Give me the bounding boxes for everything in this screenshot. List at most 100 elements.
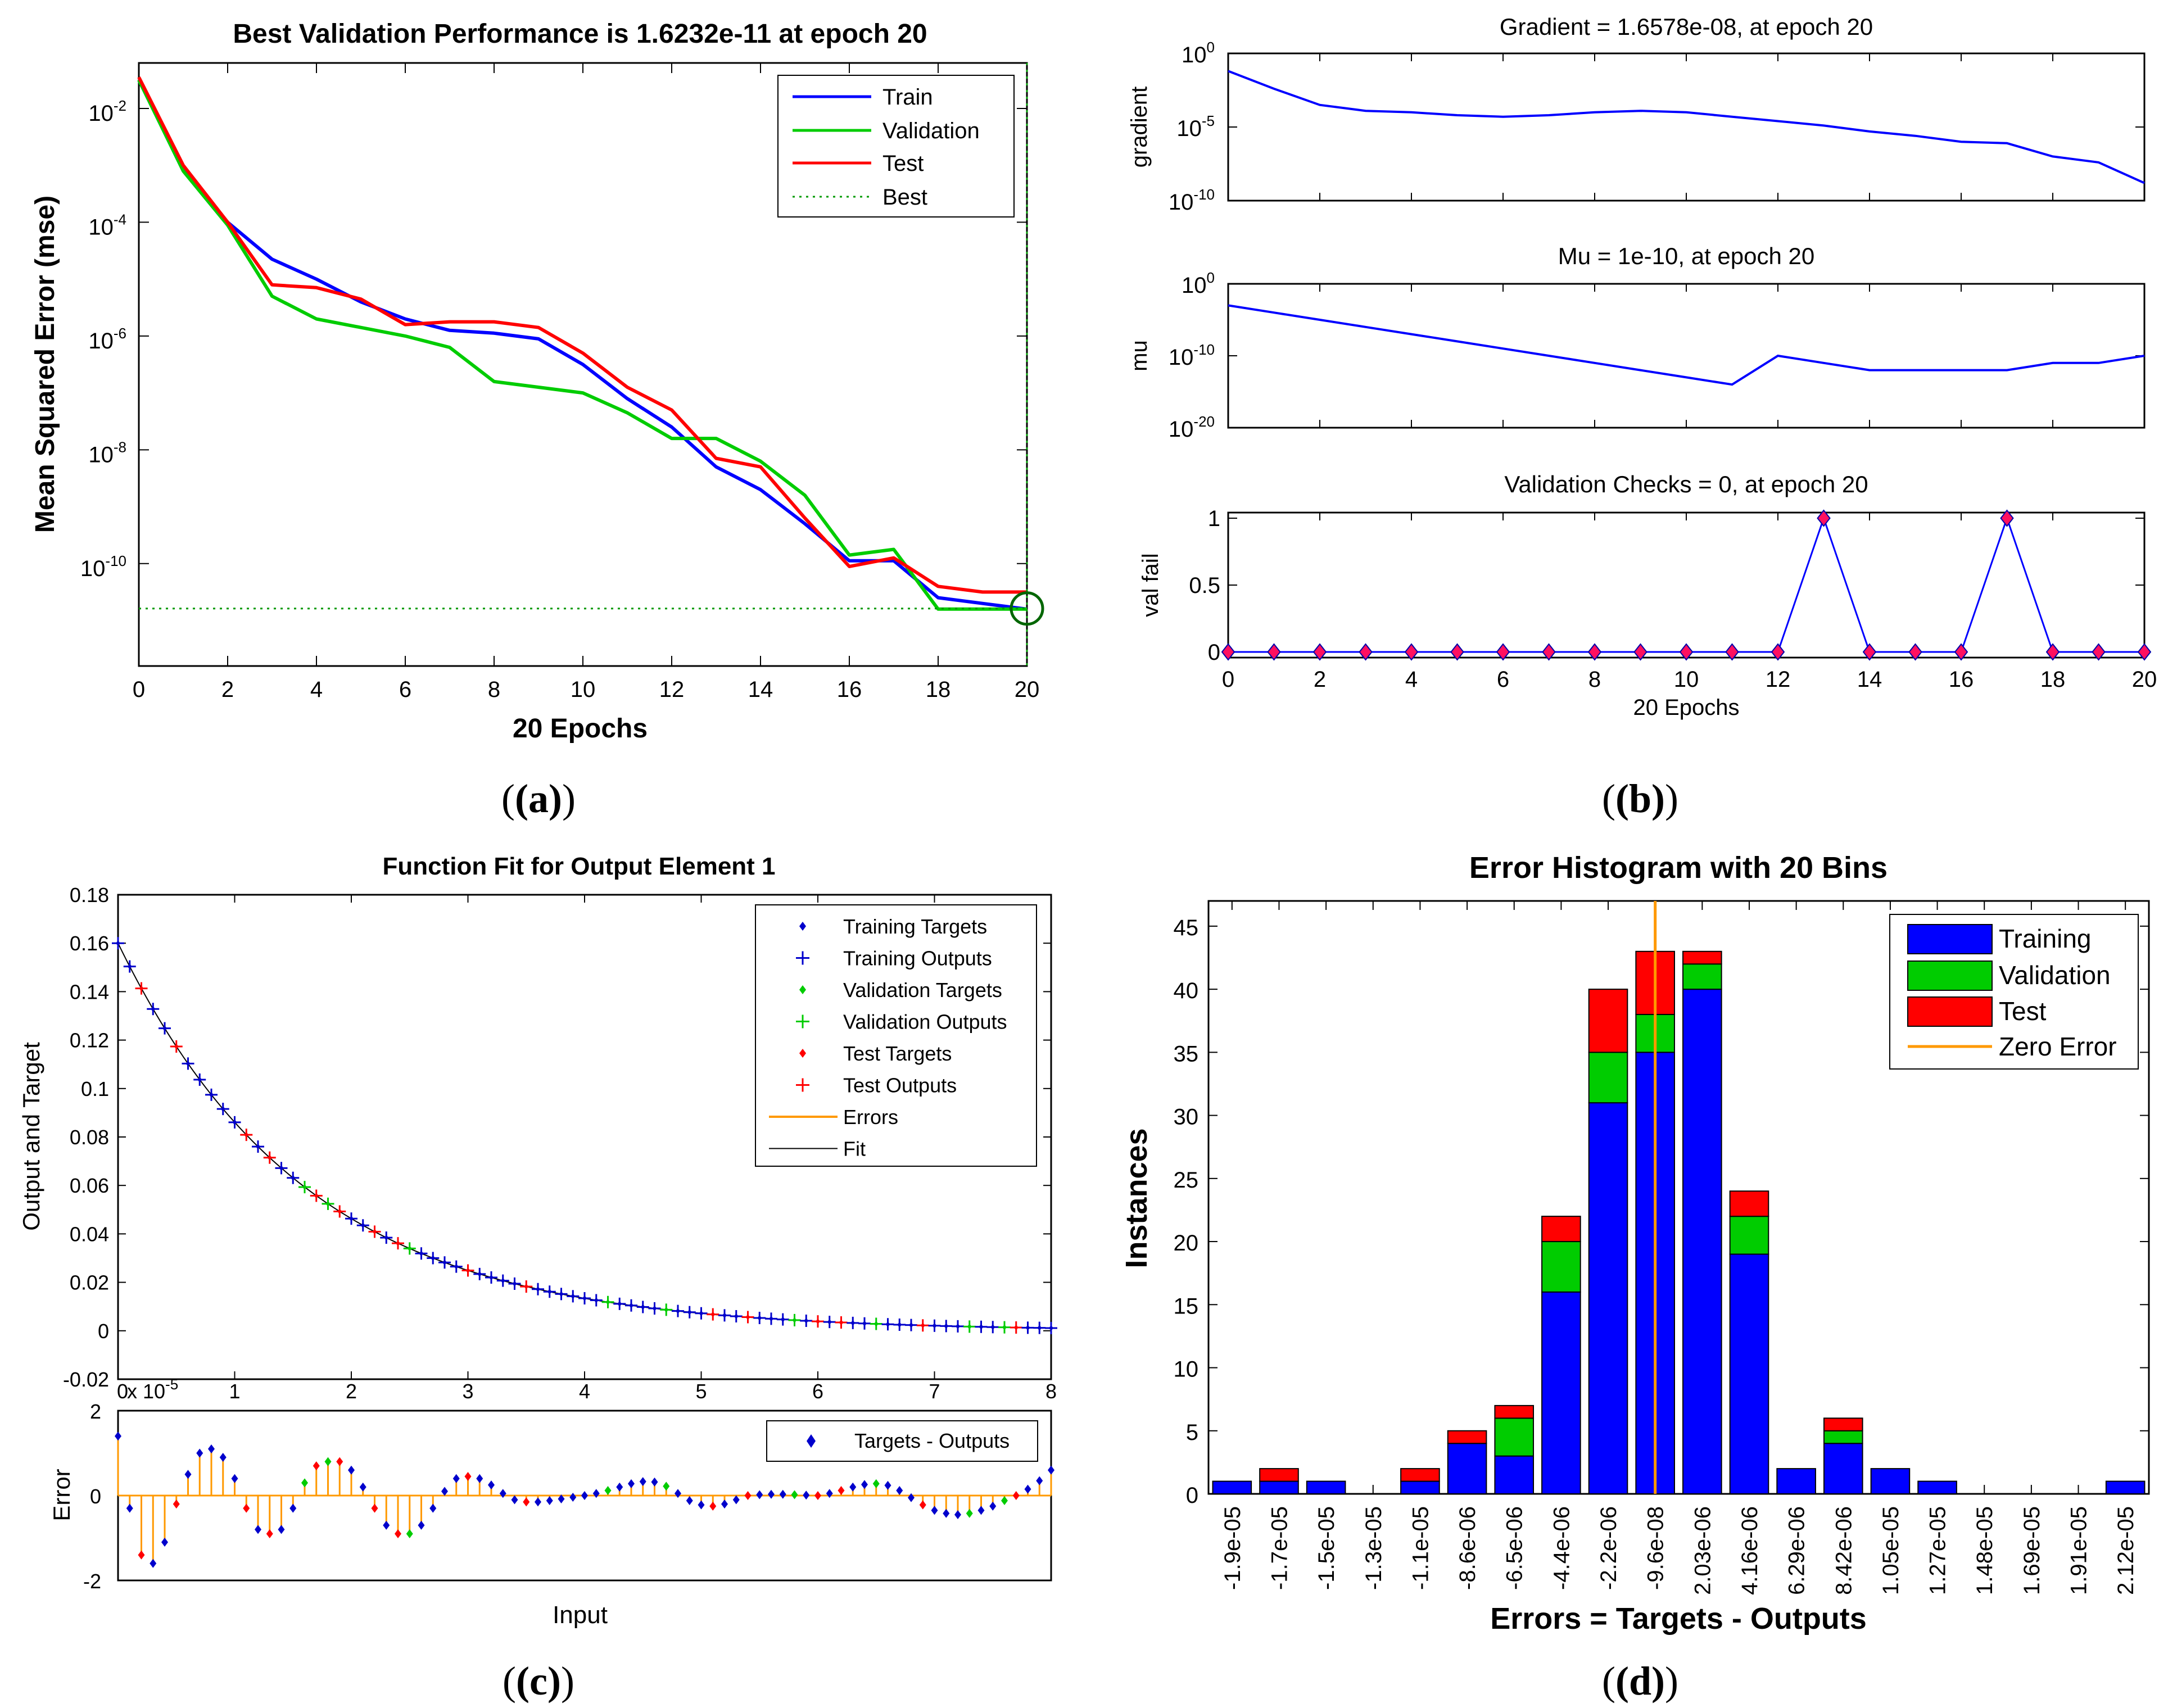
d-bar-test [1823, 1417, 1863, 1431]
c-err-marker [919, 1500, 926, 1510]
c-err-marker [803, 1490, 810, 1500]
c-err-marker [628, 1479, 635, 1488]
panel-a-legend-box [777, 75, 1015, 218]
d-bar-training [1870, 1468, 1911, 1495]
a-xtick-label: 14 [748, 677, 773, 702]
c-err-marker [686, 1496, 693, 1506]
legend-validation-swatch-d [1907, 961, 1993, 991]
d-xtick-label: 1.48e-05 [1972, 1506, 1997, 1595]
panel-b-mu-ylabel: mu [1127, 340, 1152, 371]
c-err-marker [581, 1491, 588, 1500]
c-target-marker [804, 1318, 809, 1324]
c-err-marker [1024, 1484, 1031, 1494]
a-xtick-label: 6 [399, 677, 411, 702]
c-legend-marker [796, 951, 809, 965]
c-err-marker [301, 1478, 308, 1488]
c-err-marker [371, 1503, 378, 1513]
c-err-marker [546, 1496, 553, 1506]
c-xtick-label: 6 [812, 1380, 823, 1403]
b-valfail-marker [1725, 643, 1739, 661]
c-legend-marker [799, 1049, 806, 1058]
c-target-marker [209, 1091, 214, 1098]
c-err-marker [406, 1529, 413, 1538]
d-ytick-label: 10 [1174, 1357, 1199, 1382]
c-ytick-label: 0.02 [70, 1271, 109, 1294]
a-ytick-label: 10-10 [80, 552, 126, 581]
d-bar-test [1588, 989, 1628, 1053]
c-err-marker [639, 1477, 646, 1487]
panel-b-valchecks-title: Validation Checks = 0, at epoch 20 [1504, 471, 1868, 497]
c-err-marker [126, 1503, 133, 1513]
c-err-marker [663, 1482, 670, 1491]
b-ytick-label-exp: -10 [1193, 186, 1215, 203]
a-ytick-label-base: 10 [88, 101, 114, 126]
panel-d-xlabel: Errors = Targets - Outputs [1490, 1602, 1867, 1635]
panel-d-title: Error Histogram with 20 Bins [1469, 851, 1888, 885]
c-err-marker [943, 1508, 950, 1518]
c-target-marker [897, 1321, 902, 1328]
caption-d-letter: (d) [1615, 1659, 1665, 1704]
c-target-marker [256, 1144, 260, 1150]
c-err-marker [558, 1494, 565, 1504]
caption-c: ((c)) [503, 1659, 574, 1704]
d-bar-validation [1588, 1052, 1628, 1104]
c-err-marker [732, 1495, 740, 1505]
c-target-marker [465, 1267, 470, 1274]
c-err-marker [604, 1485, 612, 1495]
d-bar-test [1494, 1405, 1535, 1419]
b-ytick-label: 10-5 [1176, 112, 1215, 141]
d-bar-validation [1823, 1430, 1863, 1444]
b-ytick-label-base: 10 [1169, 190, 1194, 215]
c-xtick-label: 8 [1045, 1380, 1057, 1403]
a-ytick-label-exp: -10 [105, 552, 126, 569]
panel-a-best [139, 63, 1044, 666]
a-xtick-label: 10 [571, 677, 596, 702]
d-ytick-label: 20 [1174, 1231, 1199, 1256]
c-legend-label: Validation Targets [843, 978, 1002, 1002]
c-err-marker [931, 1506, 938, 1515]
b-ytick-label-base: 10 [1176, 116, 1202, 141]
b-ytick-label: 100 [1182, 39, 1215, 67]
panel-a: Best Validation Performance is 1.6232e-1… [30, 19, 1044, 821]
c-err-marker [884, 1480, 891, 1490]
d-xtick-label: 1.91e-05 [2067, 1506, 2092, 1595]
c-err-marker [336, 1457, 343, 1466]
b-xtick-label: 18 [2040, 667, 2066, 692]
b-ytick-label-base: 10 [1169, 417, 1194, 442]
c-target-marker [873, 1321, 879, 1327]
c-target-marker [1013, 1324, 1019, 1330]
caption-a-letter: (a) [515, 776, 562, 821]
b-valfail-marker [1908, 643, 1922, 661]
c-err-ytick-label: -2 [83, 1570, 101, 1593]
a-ytick-label-exp: -4 [114, 211, 126, 228]
panel-c-ylabel: Output and Target [18, 1042, 44, 1231]
a-xtick-label: 4 [310, 677, 323, 702]
c-target-marker [489, 1274, 494, 1280]
panel-a-ylabel: Mean Squared Error (mse) [30, 196, 60, 533]
d-ytick-label: 35 [1174, 1041, 1199, 1066]
panel-b-mu-axes [1227, 283, 2146, 429]
a-ytick-label: 10-2 [88, 97, 126, 126]
c-target-marker [664, 1307, 669, 1313]
b-xtick-label: 6 [1497, 667, 1509, 692]
panel-b-valchecks-ylabel: val fail [1138, 553, 1163, 617]
b-ytick-label: 10-10 [1169, 186, 1215, 215]
c-legend-marker [799, 922, 806, 931]
a-xtick-label: 18 [926, 677, 951, 702]
c-err-marker [266, 1529, 273, 1538]
panel-b: Gradient = 1.6578e-08, at epoch 20 gradi… [1127, 13, 2157, 821]
panel-c-legend: Training Targets Training Outputs Validati… [755, 904, 1037, 1167]
panel-c-error-ticks: 2 0 -2 [83, 1400, 1051, 1593]
c-err-marker [908, 1493, 915, 1502]
c-err-marker [744, 1491, 752, 1500]
c-target-marker [197, 1076, 202, 1082]
c-target-marker [162, 1025, 167, 1031]
d-xtick-label: 2.12e-05 [2113, 1506, 2138, 1595]
c-err-marker [838, 1485, 845, 1495]
b-xtick-label: 12 [1766, 667, 1791, 692]
c-target-marker [617, 1301, 622, 1307]
c-target-marker [1025, 1325, 1030, 1331]
c-legend-label: Validation Outputs [843, 1011, 1007, 1034]
b-xtick-label: 16 [1949, 667, 1974, 692]
b-ytick-label-exp: -20 [1193, 413, 1215, 430]
